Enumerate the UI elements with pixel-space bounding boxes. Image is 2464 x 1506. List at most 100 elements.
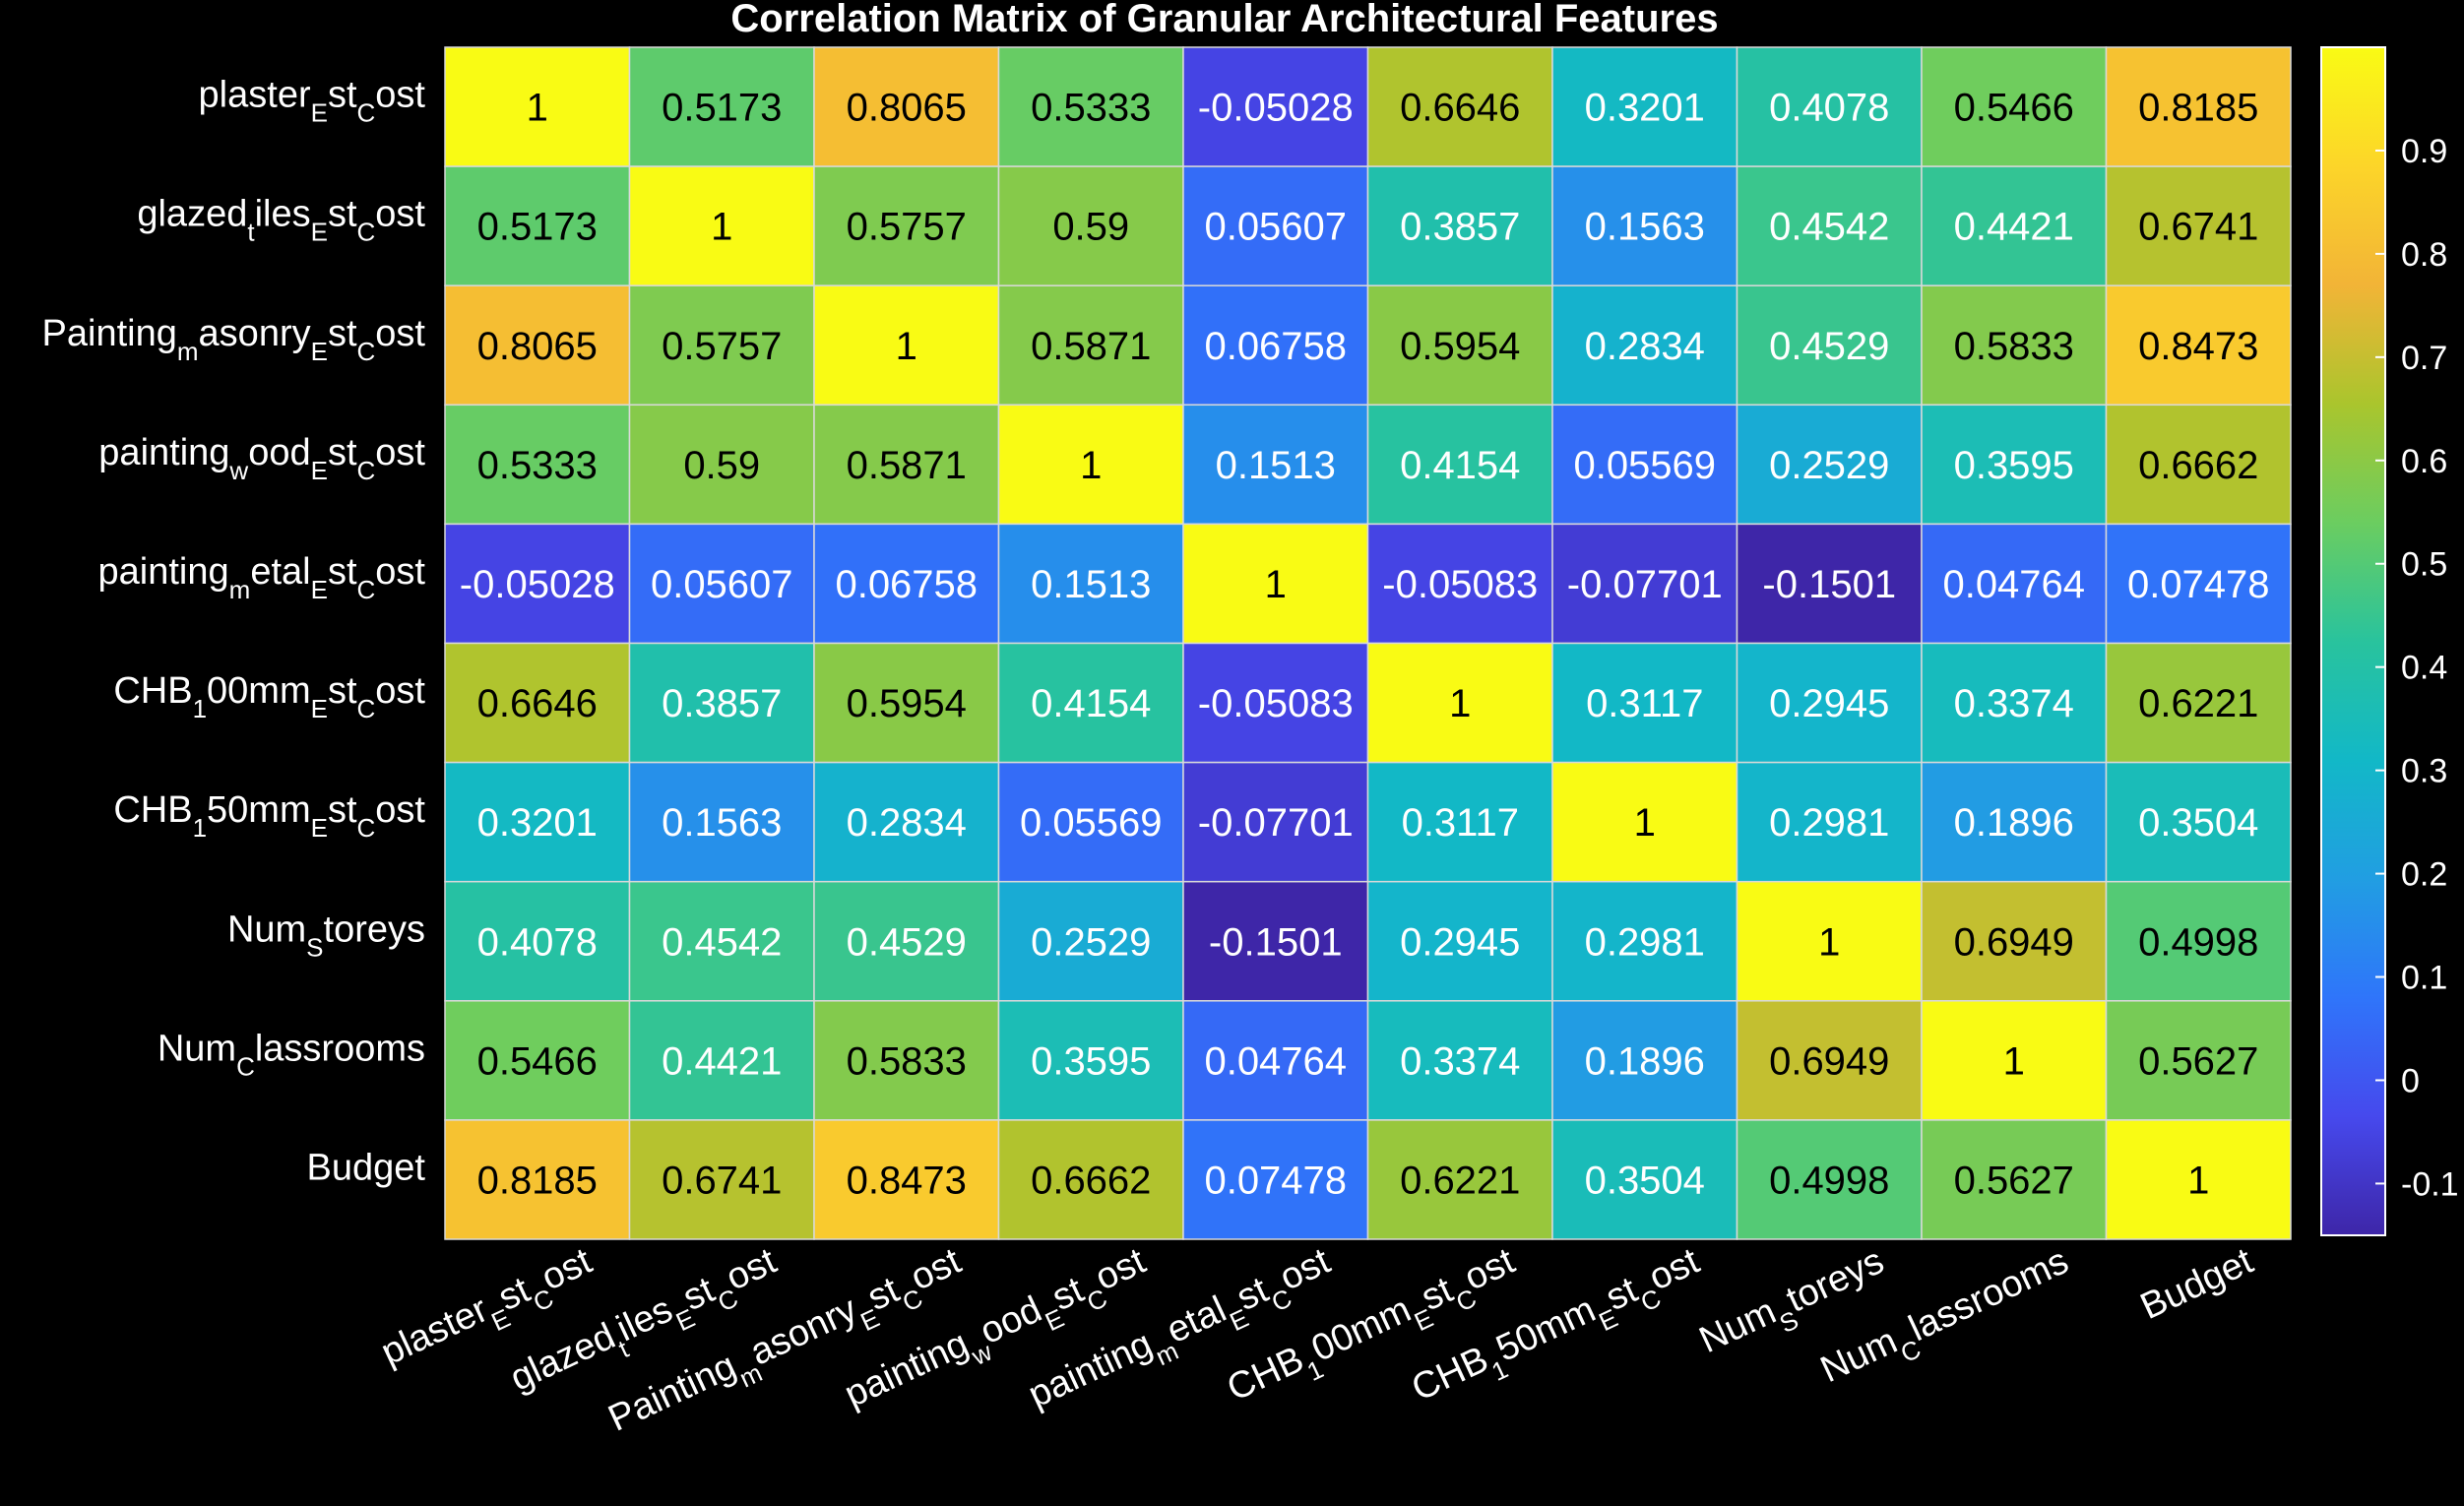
cell-value-label: 0.2834 [1585, 325, 1705, 368]
cell-value-label: -0.1501 [1762, 563, 1896, 606]
heatmap-cell [813, 46, 1000, 167]
heatmap-cell [1921, 1119, 2108, 1240]
cell-value-label: 0.2945 [1400, 920, 1520, 964]
cell-value-label: 0.3857 [1400, 206, 1520, 249]
cell-value-label: 0.4078 [1769, 87, 1889, 130]
cell-value-label: 0.8065 [847, 87, 967, 130]
colorbar-tick-label: -0.1 [2401, 1165, 2459, 1203]
cell-value-label: 0.6949 [1954, 920, 2074, 964]
heatmap-cell [1366, 1000, 1553, 1121]
heatmap-cell [1366, 165, 1553, 286]
cell-value-label: 0.5954 [847, 682, 967, 725]
row-label-budget: Budget [307, 1147, 426, 1188]
cell-value-label: 0.5757 [847, 206, 967, 249]
column-label-chb150mmestcost: CHB150mmEstCost [1406, 1240, 1711, 1420]
heatmap-cell [1551, 284, 1738, 407]
heatmap-cell [1551, 1000, 1738, 1121]
cell-value-label: 0.05569 [1020, 801, 1163, 845]
chart-title: Correlation Matrix of Granular Architect… [730, 0, 1718, 40]
cell-value-label: 0.4529 [1769, 325, 1889, 368]
cell-value-label: 0.3201 [1585, 87, 1705, 130]
cell-value-label: -0.05028 [460, 563, 615, 606]
cell-value-label: 0.6221 [1400, 1159, 1520, 1202]
heatmap-cell [813, 1119, 1000, 1240]
cell-value-label: 0.06758 [835, 563, 978, 606]
cell-value-label: 0.3374 [1400, 1039, 1520, 1083]
cell-value-label: 0.3374 [1954, 682, 2074, 725]
cell-value-label: 0.06758 [1204, 325, 1347, 368]
cell-value-label: 0.04764 [1942, 563, 2085, 606]
heatmap-cell [1182, 880, 1369, 1002]
heatmap-cell [997, 1119, 1184, 1240]
cell-value-label: -0.07701 [1567, 563, 1723, 606]
cell-value-label: 0.4421 [1954, 206, 2074, 249]
cell-value-label: 0.6741 [2138, 206, 2258, 249]
heatmap-cell [997, 761, 1184, 883]
heatmap-cell [444, 404, 631, 526]
heatmap-cell [1366, 404, 1553, 526]
colorbar-tick-label: 0.9 [2401, 133, 2447, 170]
heatmap-cell [1182, 284, 1369, 407]
cell-value-label: 1 [896, 325, 917, 368]
heatmap-cell [1921, 761, 2108, 883]
cell-value-label: 0.6646 [477, 682, 598, 725]
cell-value-label: 0.5954 [1400, 325, 1520, 368]
row-label-paintingmasonryestcost: PaintingmasonryEstCost [42, 313, 426, 366]
heatmap-cell [2105, 165, 2292, 286]
cell-value-label: 0.5871 [847, 444, 967, 487]
heatmap-cell [2105, 880, 2292, 1002]
column-labels: plasterEstCostglazedtilesEstCostPainting… [375, 1240, 2259, 1440]
cell-value-label: 0.04764 [1204, 1039, 1347, 1083]
heatmap-cell [1736, 761, 1923, 883]
heatmap-cell [444, 1000, 631, 1121]
heatmap-cell [628, 1000, 815, 1121]
colorbar-tick-label: 0.3 [2401, 753, 2447, 790]
heatmap-cell [1182, 1119, 1369, 1240]
heatmap-cell [2105, 1119, 2292, 1240]
heatmap-cell [1366, 642, 1553, 764]
heatmap-cell [1736, 404, 1923, 526]
heatmap-cell [2105, 761, 2292, 883]
column-label-paintingmetalestcost: paintingmetalEstCost [1022, 1240, 1342, 1427]
cell-value-label: 0.4078 [477, 920, 598, 964]
cell-value-label: 1 [1080, 444, 1102, 487]
cell-value-label: 0.5833 [1954, 325, 2074, 368]
row-label-chb100mmestcost: CHB100mmEstCost [113, 670, 425, 723]
cell-value-label: 0.1513 [1031, 563, 1151, 606]
cell-value-label: 0.07478 [2127, 563, 2270, 606]
heatmap-cell [2105, 284, 2292, 407]
cell-value-label: 0.3117 [1402, 801, 1519, 845]
cell-value-label: 0.5173 [477, 206, 598, 249]
cell-value-label: -0.1501 [1209, 920, 1343, 964]
cell-value-label: 0.2834 [847, 801, 967, 845]
heatmap-cell [1551, 761, 1738, 883]
heatmap-cell [1736, 46, 1923, 167]
cell-value-label: -0.05083 [1382, 563, 1538, 606]
column-label-budget: Budget [2134, 1240, 2259, 1328]
heatmap-cell [813, 880, 1000, 1002]
colorbar-tick-label: 0.5 [2401, 546, 2447, 584]
heatmap-cell [1182, 404, 1369, 526]
column-label-chb100mmestcost: CHB100mmEstCost [1221, 1240, 1526, 1420]
heatmap-cell [628, 880, 815, 1002]
heatmap-cell [1736, 1000, 1923, 1121]
heatmap-cell [444, 46, 631, 167]
row-label-glazedtilesestcost: glazedtilesEstCost [137, 194, 425, 247]
cell-value-label: 0.8065 [477, 325, 598, 368]
heatmap-cell [1736, 1119, 1923, 1240]
heatmap-cell [1736, 284, 1923, 407]
cell-value-label: 0.4154 [1031, 682, 1151, 725]
cell-value-label: 0.4542 [662, 920, 782, 964]
heatmap-cell [1921, 284, 2108, 407]
cell-value-label: 1 [1818, 920, 1840, 964]
cell-value-label: 0.5757 [662, 325, 782, 368]
heatmap-cell [2105, 523, 2292, 645]
heatmap-cell [813, 165, 1000, 286]
heatmap-cell [1736, 523, 1923, 645]
cell-value-label: 0.5627 [1954, 1159, 2074, 1202]
heatmap-cell [1551, 404, 1738, 526]
row-label-chb150mmestcost: CHB150mmEstCost [113, 789, 425, 843]
heatmap-cell [628, 1119, 815, 1240]
